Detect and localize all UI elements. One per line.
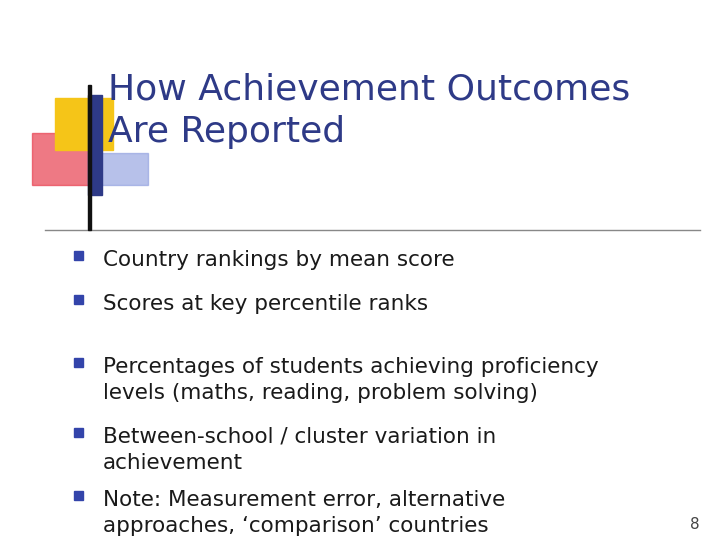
Bar <box>73 251 83 260</box>
Text: Country rankings by mean score: Country rankings by mean score <box>103 250 454 270</box>
Bar <box>73 357 83 367</box>
Text: How Achievement Outcomes: How Achievement Outcomes <box>108 72 630 106</box>
Text: Between-school / cluster variation in
achievement: Between-school / cluster variation in ac… <box>103 427 496 474</box>
Text: 8: 8 <box>690 517 700 532</box>
Text: Note: Measurement error, alternative
approaches, ‘comparison’ countries: Note: Measurement error, alternative app… <box>103 490 505 536</box>
Text: Are Reported: Are Reported <box>108 115 345 149</box>
Text: Scores at key percentile ranks: Scores at key percentile ranks <box>103 294 428 314</box>
Bar <box>88 95 102 195</box>
Bar <box>73 490 83 500</box>
Bar <box>88 153 148 185</box>
Bar <box>73 428 83 436</box>
Bar <box>73 294 83 303</box>
Bar <box>55 98 113 150</box>
Text: Percentages of students achieving proficiency
levels (maths, reading, problem so: Percentages of students achieving profic… <box>103 357 598 403</box>
Bar <box>88 85 91 230</box>
Bar <box>32 133 90 185</box>
